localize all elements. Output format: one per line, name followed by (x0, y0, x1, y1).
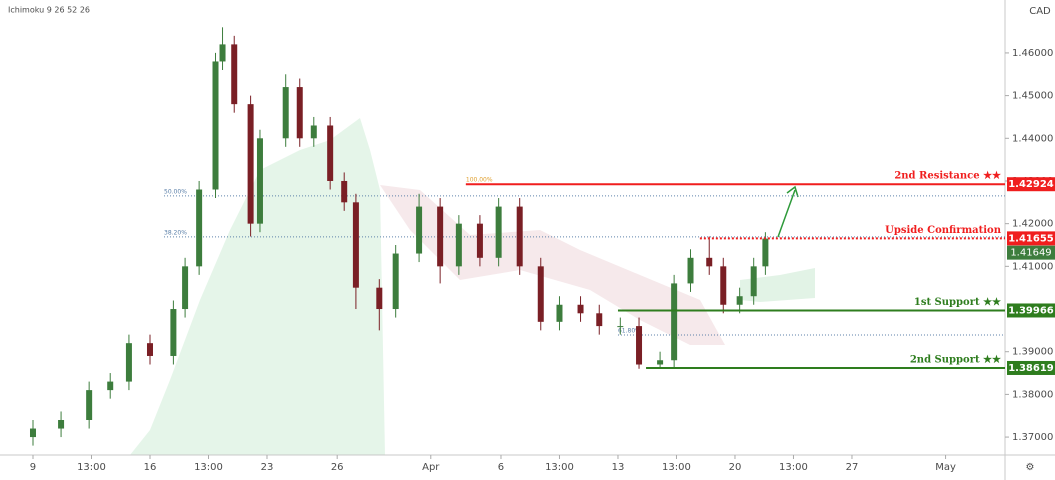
price-label: 1.41655 (1008, 233, 1054, 244)
candle-body (636, 326, 643, 365)
candle-body (455, 223, 462, 267)
candle-body (750, 266, 757, 297)
y-tick-label: 1.38000 (1012, 389, 1053, 400)
candle-body (282, 87, 289, 139)
candle-body (146, 343, 153, 356)
fib-label: 50.00% (164, 188, 187, 195)
chart-title: Ichimoku 9 26 52 26 (8, 6, 90, 15)
candle-body (720, 266, 727, 305)
x-tick-label: 13:00 (194, 462, 223, 473)
y-tick-label: 1.41000 (1012, 261, 1053, 272)
candle-body (247, 104, 254, 224)
candle-body (476, 223, 483, 258)
plot-area (0, 0, 1005, 455)
fib-label: 61.80% (618, 328, 641, 335)
candle-body (376, 287, 383, 310)
y-tick-label: 1.44000 (1012, 133, 1053, 144)
candle-body (657, 360, 664, 365)
fib-label: 38.20% (164, 229, 187, 236)
candle-body (219, 44, 226, 62)
level-label: 1st Support ★★ (914, 297, 1001, 308)
x-tick-label: 13:00 (77, 462, 106, 473)
fib-label: 100.00% (466, 177, 493, 184)
y-tick-label: 1.42000 (1012, 219, 1053, 230)
y-axis-label: CAD (1029, 6, 1051, 17)
price-box (1007, 231, 1055, 246)
candle-body (86, 390, 93, 420)
candle-body (516, 206, 523, 267)
x-tick-label: 13:00 (545, 462, 574, 473)
arrow-head (786, 185, 799, 198)
candle-body (256, 138, 263, 224)
x-tick-label: May (935, 462, 956, 473)
level-label: 2nd Resistance ★★ (894, 171, 1001, 182)
ichimoku-cloud (380, 185, 725, 345)
candle-body (416, 206, 423, 254)
y-tick-label: 1.46000 (1012, 48, 1053, 59)
candle-body (392, 253, 399, 310)
x-tick-label: 20 (729, 462, 742, 473)
candle-body (762, 238, 769, 267)
candle-body (125, 343, 132, 382)
ichimoku-cloud (740, 268, 815, 302)
candle-body (706, 257, 713, 267)
level-label: Upside Confirmation (885, 225, 1002, 236)
x-tick-label: 16 (144, 462, 157, 473)
current-price-label: 1.41649 (1010, 248, 1051, 259)
x-tick-label: 26 (331, 462, 344, 473)
candle-body (352, 202, 359, 288)
price-box (1007, 245, 1055, 260)
price-label: 1.39966 (1008, 305, 1054, 316)
candle-body (556, 304, 563, 322)
candle-body (231, 44, 238, 105)
level-label: 2nd Support ★★ (910, 354, 1001, 365)
candle-body (437, 206, 444, 267)
candle-body (310, 125, 317, 139)
price-label: 1.38619 (1008, 363, 1054, 374)
candle-body (296, 87, 303, 139)
candle-body (687, 257, 694, 284)
y-tick-label: 1.37000 (1012, 432, 1053, 443)
candle-body (341, 180, 348, 203)
x-tick-label: 6 (498, 462, 504, 473)
candle-body (671, 283, 678, 361)
price-label: 1.42924 (1008, 179, 1054, 190)
price-box (1007, 303, 1055, 318)
candle-body (170, 309, 177, 356)
arrow (777, 189, 796, 238)
candle-body (58, 420, 65, 429)
candle-body (327, 125, 334, 181)
x-tick-label: 13:00 (779, 462, 808, 473)
candle-body (107, 381, 114, 391)
x-tick-label: Apr (422, 462, 440, 473)
candle-body (182, 266, 189, 310)
ichimoku-cloud (130, 118, 385, 455)
candle-body (577, 304, 584, 314)
x-tick-label: 23 (261, 462, 274, 473)
candle-body (736, 296, 743, 305)
x-tick-label: 13 (612, 462, 625, 473)
x-tick-label: 13:00 (662, 462, 691, 473)
candle-body (596, 313, 603, 327)
x-tick-label: 27 (846, 462, 859, 473)
x-tick-label: 9 (30, 462, 36, 473)
settings-icon[interactable]: ⚙ (1026, 462, 1035, 473)
candle-body (196, 189, 203, 267)
price-box (1007, 360, 1055, 375)
candle-body (617, 326, 624, 328)
candle-body (212, 61, 219, 190)
candle-body (537, 266, 544, 322)
price-box (1007, 177, 1055, 192)
y-tick-label: 1.45000 (1012, 91, 1053, 102)
candle-body (29, 428, 36, 438)
candle-body (495, 206, 502, 258)
y-tick-label: 1.39000 (1012, 347, 1053, 358)
